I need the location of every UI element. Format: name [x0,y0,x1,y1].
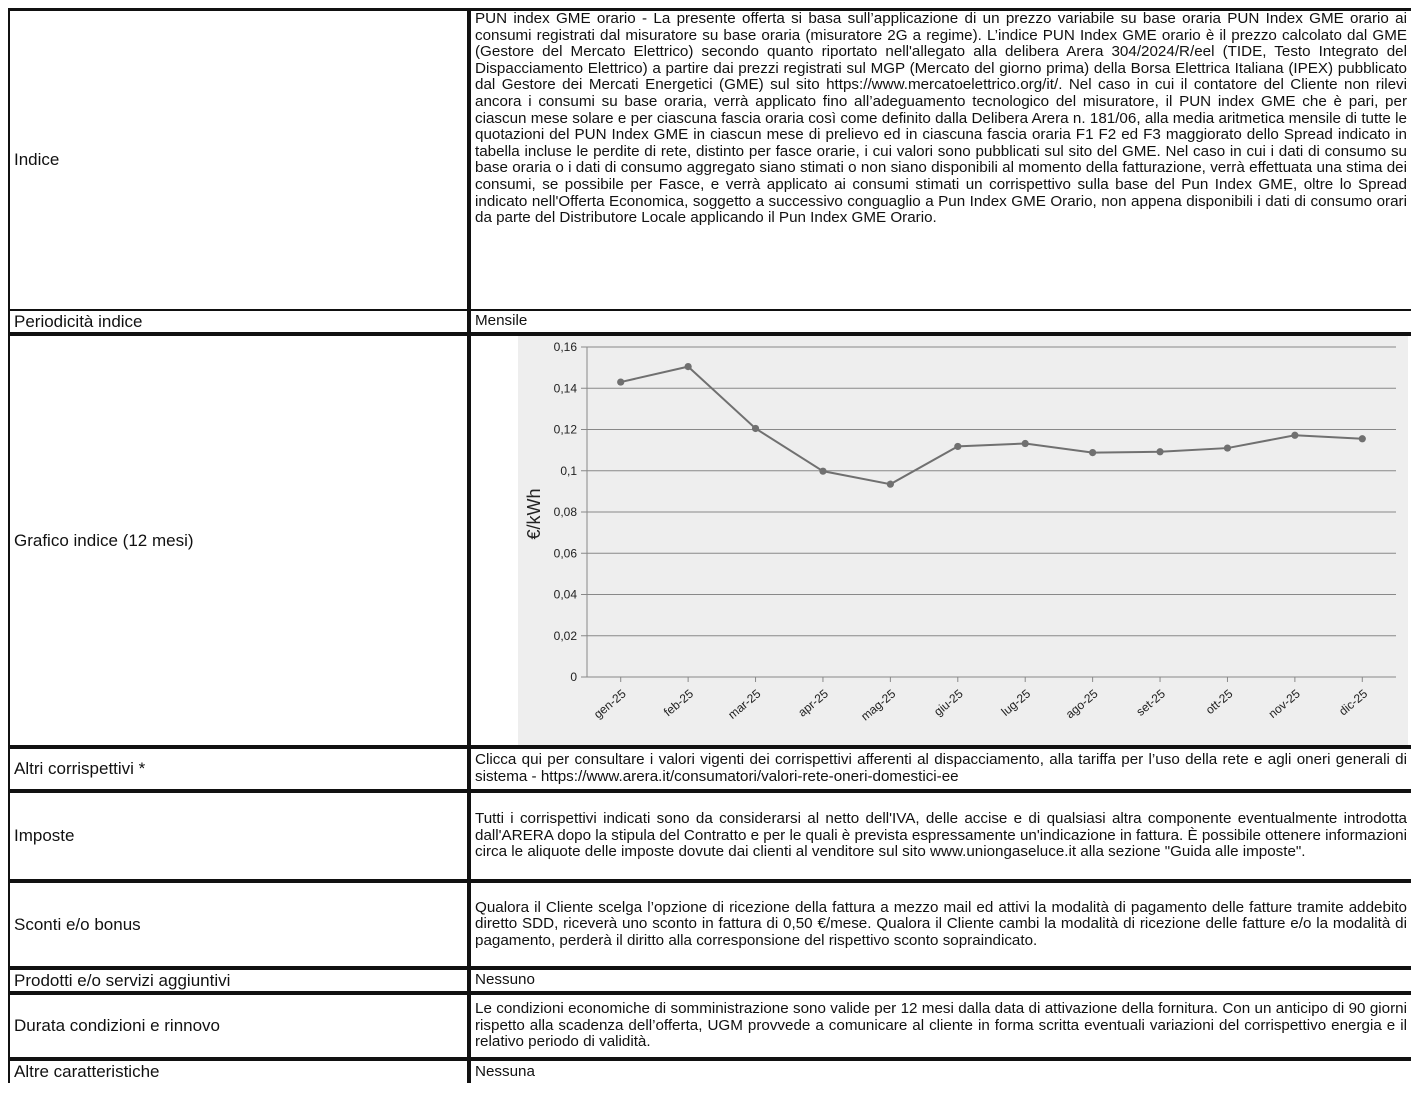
y-tick-label: 0,04 [554,588,578,602]
row-label: Periodicità indice [8,311,471,332]
data-point [751,424,760,433]
altri-corrispettivi-link[interactable]: Clicca qui per consultare i valori vigen… [475,751,1407,785]
chart-area: 0 0,02 0,04 0,06 0,08 0,1 0,12 0,14 0,16 gen-25 fe… [518,336,1408,745]
x-tick-label: dic-25 [1336,686,1370,718]
row-label: Altri corrispettivi * [8,749,471,789]
row-altri-corrispettivi: Altri corrispettivi * Clicca qui per con… [8,749,1411,793]
row-label: Sconti e/o bonus [8,883,471,966]
y-tick-label: 0,1 [560,464,577,478]
data-point [954,442,962,451]
data-point [886,480,894,488]
y-tick-label: 0,08 [554,505,578,519]
row-value: Le condizioni economiche di somministraz… [471,995,1411,1057]
row-prodotti: Prodotti e/o servizi aggiuntivi Nessuno [8,970,1411,995]
x-tick-label: nov-25 [1266,686,1303,721]
imposte-text: Tutti i corrispettivi indicati sono da c… [475,810,1407,861]
data-point [1021,439,1029,448]
row-durata: Durata condizioni e rinnovo Le condizion… [8,995,1411,1061]
durata-text: Le condizioni economiche di somministraz… [475,1000,1407,1051]
data-point [684,362,692,371]
index-line-chart: 0 0,02 0,04 0,06 0,08 0,1 0,12 0,14 0,16 gen-25 fe… [524,340,1396,723]
x-tick-label: giu-25 [931,686,966,718]
row-value: Mensile [475,312,528,330]
row-value: Clicca qui per consultare i valori vigen… [471,749,1411,789]
x-tick-label: lug-25 [999,686,1034,718]
data-point [617,378,625,386]
row-imposte: Imposte Tutti i corrispettivi indicati s… [8,793,1411,883]
sconti-text: Qualora il Cliente scelga l’opzione di r… [475,898,1407,949]
x-tick-label: gen-25 [591,686,629,721]
row-label: Altre caratteristiche [8,1061,471,1083]
y-tick-label: 0,06 [554,546,578,560]
y-tick-label: 0,16 [554,340,578,354]
y-tick-label: 0,12 [554,423,578,437]
x-tick-label: set-25 [1133,686,1168,718]
data-point [1156,448,1164,456]
y-axis-label: €/kWh [524,488,544,539]
row-value: Nessuno [475,971,535,989]
data-point [1291,431,1299,439]
row-value: Nessuna [475,1062,535,1080]
row-value: Qualora il Cliente scelga l’opzione di r… [471,883,1411,966]
row-periodicita: Periodicità indice Mensile [8,311,1411,336]
row-label: Grafico indice (12 mesi) [8,336,471,745]
row-label: Indice [8,11,471,309]
row-label: Imposte [8,793,471,879]
data-point [819,467,827,475]
row-value: PUN index GME orario - La presente offer… [471,11,1411,309]
indice-text: PUN index GME orario - La presente offer… [475,11,1407,227]
data-point [1089,449,1097,457]
x-tick-label: mag-25 [858,686,898,723]
row-indice: Indice PUN index GME orario - La present… [8,8,1411,311]
row-value: Tutti i corrispettivi indicati sono da c… [471,793,1411,879]
y-tick-label: 0,02 [554,629,578,643]
x-tick-label: mar-25 [725,686,763,721]
x-tick-label: ago-25 [1063,686,1101,721]
y-tick-label: 0 [570,670,577,684]
x-tick-label: apr-25 [795,686,831,719]
data-point [1358,435,1366,443]
row-sconti: Sconti e/o bonus Qualora il Cliente scel… [8,883,1411,970]
series-line [620,365,1363,486]
row-grafico: Grafico indice (12 mesi) 0 0,02 0,04 0,06 0,… [8,336,1411,749]
data-point [1223,444,1232,452]
x-tick-label: feb-25 [661,686,696,719]
x-tick-label: ott-25 [1203,686,1236,717]
offer-table: Indice PUN index GME orario - La present… [8,8,1411,1083]
chart-cell: 0 0,02 0,04 0,06 0,08 0,1 0,12 0,14 0,16 gen-25 fe… [471,336,1411,745]
row-label: Prodotti e/o servizi aggiuntivi [8,970,471,991]
y-tick-label: 0,14 [554,381,578,395]
row-altre-caratteristiche: Altre caratteristiche Nessuna [8,1061,1411,1083]
row-label: Durata condizioni e rinnovo [8,995,471,1057]
